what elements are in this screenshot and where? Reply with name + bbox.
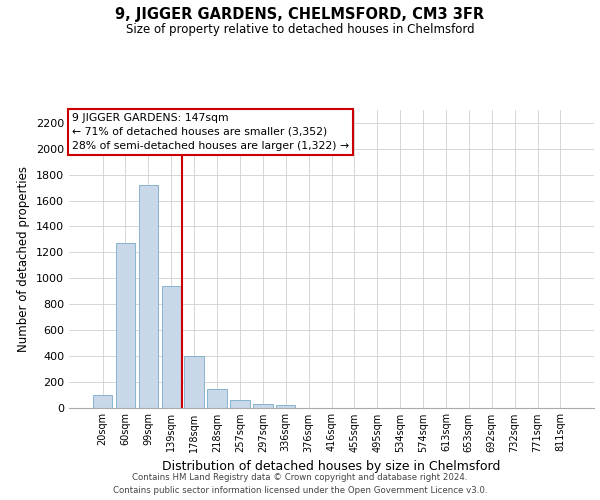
Bar: [208, 388, 227, 407]
Bar: [253, 404, 272, 407]
Bar: [139, 185, 158, 408]
Bar: [93, 394, 112, 407]
Text: Size of property relative to detached houses in Chelmsford: Size of property relative to detached ho…: [125, 22, 475, 36]
Text: Contains public sector information licensed under the Open Government Licence v3: Contains public sector information licen…: [113, 486, 487, 495]
Bar: [184, 356, 204, 408]
Text: 9, JIGGER GARDENS, CHELMSFORD, CM3 3FR: 9, JIGGER GARDENS, CHELMSFORD, CM3 3FR: [115, 8, 485, 22]
Bar: [230, 400, 250, 407]
X-axis label: Distribution of detached houses by size in Chelmsford: Distribution of detached houses by size …: [163, 460, 500, 473]
Text: Contains HM Land Registry data © Crown copyright and database right 2024.: Contains HM Land Registry data © Crown c…: [132, 472, 468, 482]
Bar: [276, 405, 295, 407]
Text: 9 JIGGER GARDENS: 147sqm
← 71% of detached houses are smaller (3,352)
28% of sem: 9 JIGGER GARDENS: 147sqm ← 71% of detach…: [71, 113, 349, 151]
Bar: [161, 286, 181, 408]
Bar: [116, 243, 135, 408]
Y-axis label: Number of detached properties: Number of detached properties: [17, 166, 31, 352]
